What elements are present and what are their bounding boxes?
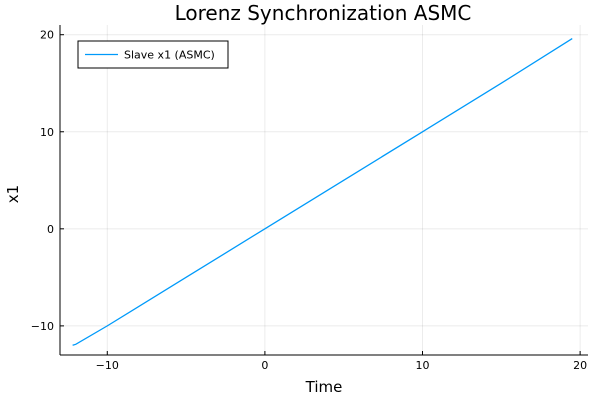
- x-axis-label: Time: [305, 378, 343, 396]
- legend-box: [77, 40, 229, 69]
- y-axis-label: x1: [4, 185, 22, 203]
- chart-title: Lorenz Synchronization ASMC: [175, 1, 472, 25]
- axes: [59, 25, 588, 356]
- y-tick-label: 0: [47, 223, 54, 236]
- legend: Slave x1 (ASMC): [77, 40, 229, 69]
- grid-lines: [60, 25, 588, 355]
- x-tick-label: 20: [573, 359, 587, 372]
- x-tick-label: 0: [261, 359, 268, 372]
- legend-entry-label: Slave x1 (ASMC): [124, 49, 215, 62]
- series-lines: [72, 38, 573, 346]
- x-tick-label: 10: [416, 359, 430, 372]
- y-tick-label: 10: [40, 126, 54, 139]
- series-line-slave-x1: [72, 38, 573, 346]
- y-tick-label: −10: [31, 320, 54, 333]
- y-tick-label: 20: [40, 29, 54, 42]
- x-tick-label: −10: [96, 359, 119, 372]
- tick-labels: −10 0 10 20 −10 0 10 20: [31, 29, 587, 372]
